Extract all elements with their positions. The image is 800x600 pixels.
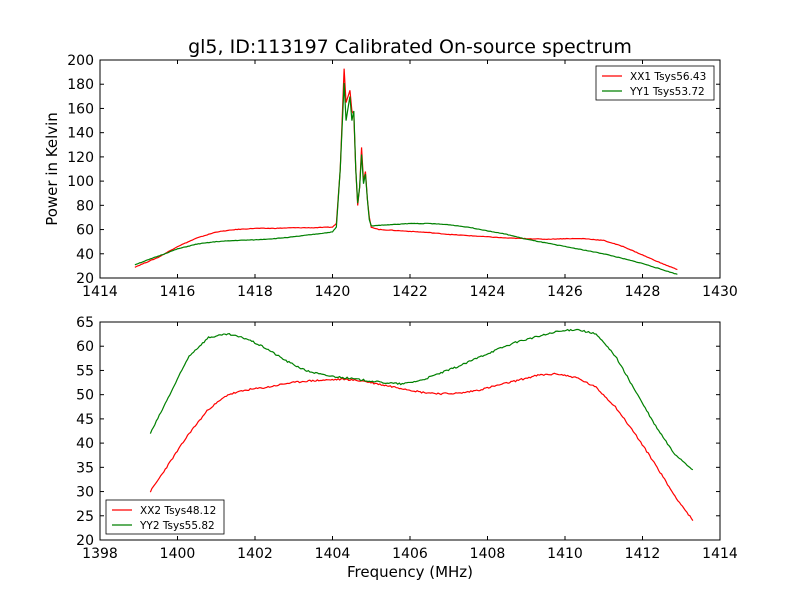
top-x-tick-label: 1414	[82, 284, 118, 300]
top-y-axis-label: Power in Kelvin	[43, 112, 61, 226]
top-x-tick-label: 1416	[160, 284, 196, 300]
bottom-y-tick-label: 20	[76, 533, 94, 549]
bottom-x-tick-label: 1404	[315, 546, 351, 562]
bottom-x-tick-label: 1414	[702, 546, 738, 562]
top-y-tick-label: 20	[76, 271, 94, 287]
bottom-x-tick-label: 1408	[470, 546, 506, 562]
top-plot: 1414 1416 1418 1420 1422 1424 1426 1428 1430 20 40…	[43, 53, 738, 300]
bottom-x-tick-label: 1406	[392, 546, 428, 562]
bottom-plot: 1398 1400 1402 1404 1406 1408 1410 1412 1414 20 25…	[76, 315, 738, 581]
bottom-series-line-2	[149, 328, 694, 471]
bottom-y-tick-label: 30	[76, 485, 94, 501]
top-legend-label-2: YY1 Tsys53.72	[629, 86, 705, 98]
top-y-tick-label: 140	[67, 126, 94, 142]
bottom-y-tick-label: 60	[76, 339, 94, 355]
top-y-tick-label: 200	[67, 53, 94, 69]
bottom-y-tick-label: 65	[76, 315, 94, 331]
bottom-series-group	[149, 328, 694, 521]
top-y-tick-label: 100	[67, 174, 94, 190]
top-y-tick-label: 160	[67, 101, 94, 117]
top-ticks-group: 1414 1416 1418 1420 1422 1424 1426 1428 1430 20 40…	[67, 53, 738, 300]
bottom-series-line-1	[149, 372, 694, 521]
top-series-line-2	[134, 82, 678, 275]
bottom-x-tick-label: 1412	[625, 546, 661, 562]
top-x-tick-label: 1430	[702, 284, 738, 300]
top-y-tick-label: 180	[67, 77, 94, 93]
bottom-legend: XX2 Tsys48.12 YY2 Tsys55.82	[105, 499, 225, 535]
x-axis-label: Frequency (MHz)	[347, 563, 473, 581]
top-legend-label-1: XX1 Tsys56.43	[630, 71, 706, 83]
bottom-y-tick-label: 45	[76, 412, 94, 428]
top-x-tick-label: 1420	[315, 284, 351, 300]
top-x-tick-label: 1426	[547, 284, 583, 300]
chart-title: gl5, ID:113197 Calibrated On-source spec…	[188, 36, 632, 58]
bottom-x-tick-label: 1398	[82, 546, 118, 562]
top-x-tick-label: 1428	[625, 284, 661, 300]
top-y-tick-label: 120	[67, 150, 94, 166]
top-y-tick-label: 60	[76, 223, 94, 239]
bottom-ticks-group: 1398 1400 1402 1404 1406 1408 1410 1412 1414 20 25…	[76, 315, 738, 562]
bottom-legend-label-2: YY2 Tsys55.82	[139, 520, 215, 532]
bottom-y-tick-label: 25	[76, 509, 94, 525]
top-series-line-1	[134, 68, 678, 271]
top-series-group	[134, 68, 678, 275]
bottom-legend-label-1: XX2 Tsys48.12	[140, 505, 216, 517]
bottom-y-tick-label: 35	[76, 460, 94, 476]
bottom-legend-box	[105, 499, 225, 535]
bottom-y-tick-label: 55	[76, 363, 94, 379]
bottom-x-tick-label: 1402	[237, 546, 273, 562]
top-y-tick-label: 80	[76, 198, 94, 214]
top-x-tick-label: 1418	[237, 284, 273, 300]
top-x-tick-label: 1422	[392, 284, 428, 300]
bottom-y-tick-label: 50	[76, 388, 94, 404]
top-legend-box	[595, 65, 715, 101]
top-legend: XX1 Tsys56.43 YY1 Tsys53.72	[595, 65, 715, 101]
top-x-tick-label: 1424	[470, 284, 506, 300]
bottom-y-tick-label: 40	[76, 436, 94, 452]
bottom-x-tick-label: 1400	[160, 546, 196, 562]
top-y-tick-label: 40	[76, 247, 94, 263]
bottom-x-tick-label: 1410	[547, 546, 583, 562]
